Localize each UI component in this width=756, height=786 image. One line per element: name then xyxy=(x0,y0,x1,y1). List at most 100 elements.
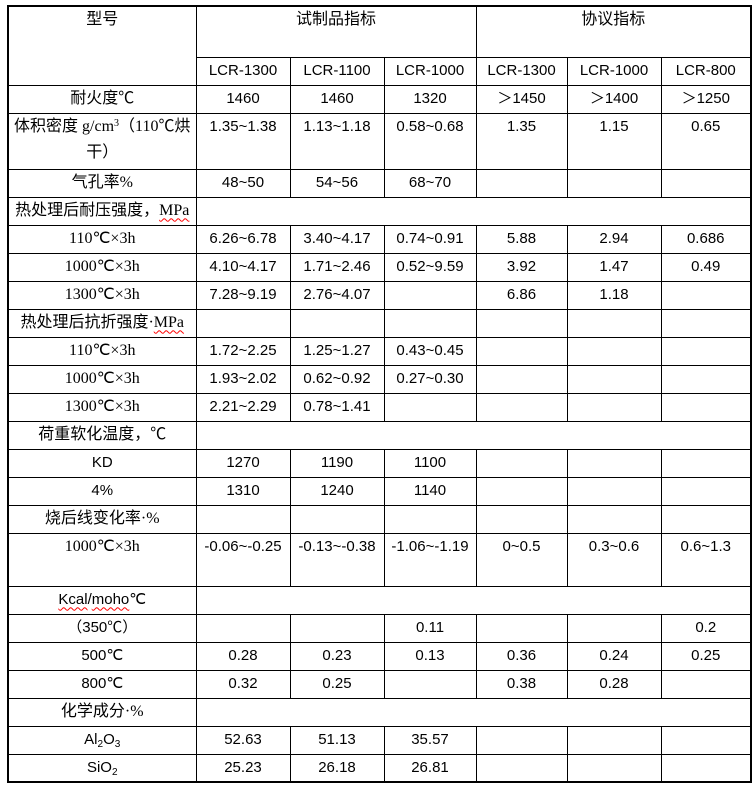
empty-value-cell xyxy=(475,476,568,506)
value-cell: 1270 xyxy=(195,448,291,478)
value-cell: 0.43~0.45 xyxy=(383,336,477,366)
value-cell: 54~56 xyxy=(289,168,385,198)
value-cell: 1.15 xyxy=(566,112,662,170)
empty-value-cell xyxy=(383,392,477,422)
row-label: 荷重软化温度，℃ xyxy=(7,420,197,450)
value-cell: 0.58~0.68 xyxy=(383,112,477,170)
value-cell: 2.21~2.29 xyxy=(195,392,291,422)
row-label: 1300℃×3h xyxy=(7,280,197,310)
row-refractoriness: 耐火度℃ 1460 1460 1320 ＞1450 ＞1400 ＞1250 xyxy=(7,84,752,114)
header-row-groups: 型号 试制品指标 协议指标 xyxy=(7,5,752,86)
merged-empty-cell xyxy=(195,585,752,615)
table-body: 耐火度℃ 1460 1460 1320 ＞1450 ＞1400 ＞1250 体积密度 g/cm… xyxy=(7,84,752,783)
empty-value-cell xyxy=(475,753,568,783)
empty-value-cell xyxy=(660,168,752,198)
spellcheck-flagged-text: MPa xyxy=(159,201,190,219)
empty-value-cell xyxy=(475,448,568,478)
label-text: 烧后线变化率·% xyxy=(44,509,160,527)
label-text: 化学成分·% xyxy=(60,702,144,720)
label-text: 800℃ xyxy=(81,674,124,692)
value-cell: 0.2 xyxy=(660,613,752,643)
value-cell: 0.52~9.59 xyxy=(383,252,477,282)
empty-value-cell xyxy=(289,613,385,643)
empty-value-cell xyxy=(289,308,385,338)
empty-value-cell xyxy=(660,669,752,699)
value-cell: 0.11 xyxy=(383,613,477,643)
empty-value-cell xyxy=(475,168,568,198)
value-cell: 0.28 xyxy=(195,641,291,671)
value-cell: 3.92 xyxy=(475,252,568,282)
value-cell: 0.13 xyxy=(383,641,477,671)
row-label: SiO2 xyxy=(7,753,197,783)
label-text: 2 xyxy=(97,738,104,750)
value-cell: -1.06~-1.19 xyxy=(383,532,477,587)
agreement-indicators-header: 协议指标 xyxy=(475,5,752,58)
value-cell: 0.27~0.30 xyxy=(383,364,477,394)
value-cell: 0.6~1.3 xyxy=(660,532,752,587)
value-cell: 1240 xyxy=(289,476,385,506)
row-label: （350℃） xyxy=(7,613,197,643)
value-cell: 0.65 xyxy=(660,112,752,170)
row-label: 110℃×3h xyxy=(7,224,197,254)
row-compressive-1000: 1000℃×3h 4.10~4.17 1.71~2.46 0.52~9.59 3.92 1… xyxy=(7,252,752,282)
empty-value-cell xyxy=(566,725,662,755)
value-cell: 1460 xyxy=(289,84,385,114)
row-label: 耐火度℃ xyxy=(7,84,197,114)
value-cell: 1310 xyxy=(195,476,291,506)
value-cell: 0.686 xyxy=(660,224,752,254)
value-cell: 0.38 xyxy=(475,669,568,699)
label-text: 气孔率% xyxy=(71,173,133,191)
empty-value-cell xyxy=(195,613,291,643)
label-text: 1000℃×3h xyxy=(64,257,140,275)
value-cell: 1.72~2.25 xyxy=(195,336,291,366)
empty-value-cell xyxy=(475,364,568,394)
value-cell: 0.23 xyxy=(289,641,385,671)
row-label: 1300℃×3h xyxy=(7,392,197,422)
empty-value-cell xyxy=(566,364,662,394)
row-section-thermal-conductivity: Kcal/moho℃ xyxy=(7,585,752,615)
empty-value-cell xyxy=(566,504,662,534)
empty-value-cell xyxy=(566,448,662,478)
value-cell: 1100 xyxy=(383,448,477,478)
empty-value-cell xyxy=(566,168,662,198)
row-label: 热处理后耐压强度，MPa xyxy=(7,196,197,226)
label-text: 荷重软化温度，℃ xyxy=(38,425,167,443)
row-label: 500℃ xyxy=(7,641,197,671)
row-porosity: 气孔率% 48~50 54~56 68~70 xyxy=(7,168,752,198)
row-sio2: SiO2 25.23 26.18 26.81 xyxy=(7,753,752,783)
row-label: 110℃×3h xyxy=(7,336,197,366)
empty-value-cell xyxy=(566,613,662,643)
value-cell: -0.13~-0.38 xyxy=(289,532,385,587)
value-cell: 0.74~0.91 xyxy=(383,224,477,254)
value-cell: 5.88 xyxy=(475,224,568,254)
empty-value-cell xyxy=(383,308,477,338)
label-text: 500℃ xyxy=(81,646,124,664)
header-row-columns: LCR-1300 LCR-1100 LCR-1000 LCR-1300 LCR-… xyxy=(8,56,752,86)
empty-value-cell xyxy=(660,448,752,478)
value-cell: 52.63 xyxy=(195,725,291,755)
value-cell: -0.06~-0.25 xyxy=(195,532,291,587)
value-cell: 1.18 xyxy=(566,280,662,310)
empty-value-cell xyxy=(475,392,568,422)
label-text: 热处理后抗折强度· xyxy=(20,313,154,331)
empty-value-cell xyxy=(660,725,752,755)
column-header-trial-lcr-1000: LCR-1000 xyxy=(383,56,477,86)
trial-indicators-header: 试制品指标 xyxy=(195,5,477,58)
empty-value-cell xyxy=(383,504,477,534)
label-text: 1300℃×3h xyxy=(64,285,140,303)
value-cell: 2.94 xyxy=(566,224,662,254)
label-text: SiO xyxy=(86,758,112,776)
value-cell: 1320 xyxy=(383,84,477,114)
spellcheck-flagged-text: MPa xyxy=(153,313,185,331)
value-cell: 35.57 xyxy=(383,725,477,755)
value-cell: 0.25 xyxy=(289,669,385,699)
row-section-softening-temp: 荷重软化温度，℃ xyxy=(7,420,752,450)
value-cell: 1.47 xyxy=(566,252,662,282)
label-text: ℃ xyxy=(129,590,147,608)
row-label: 1000℃×3h xyxy=(7,364,197,394)
row-compressive-1300: 1300℃×3h 7.28~9.19 2.76~4.07 6.86 1.18 xyxy=(7,280,752,310)
empty-value-cell xyxy=(383,280,477,310)
row-label: Al2O3 xyxy=(7,725,197,755)
row-flexural-1000: 1000℃×3h 1.93~2.02 0.62~0.92 0.27~0.30 xyxy=(7,364,752,394)
label-text: 热处理后耐压强度， xyxy=(15,201,160,219)
